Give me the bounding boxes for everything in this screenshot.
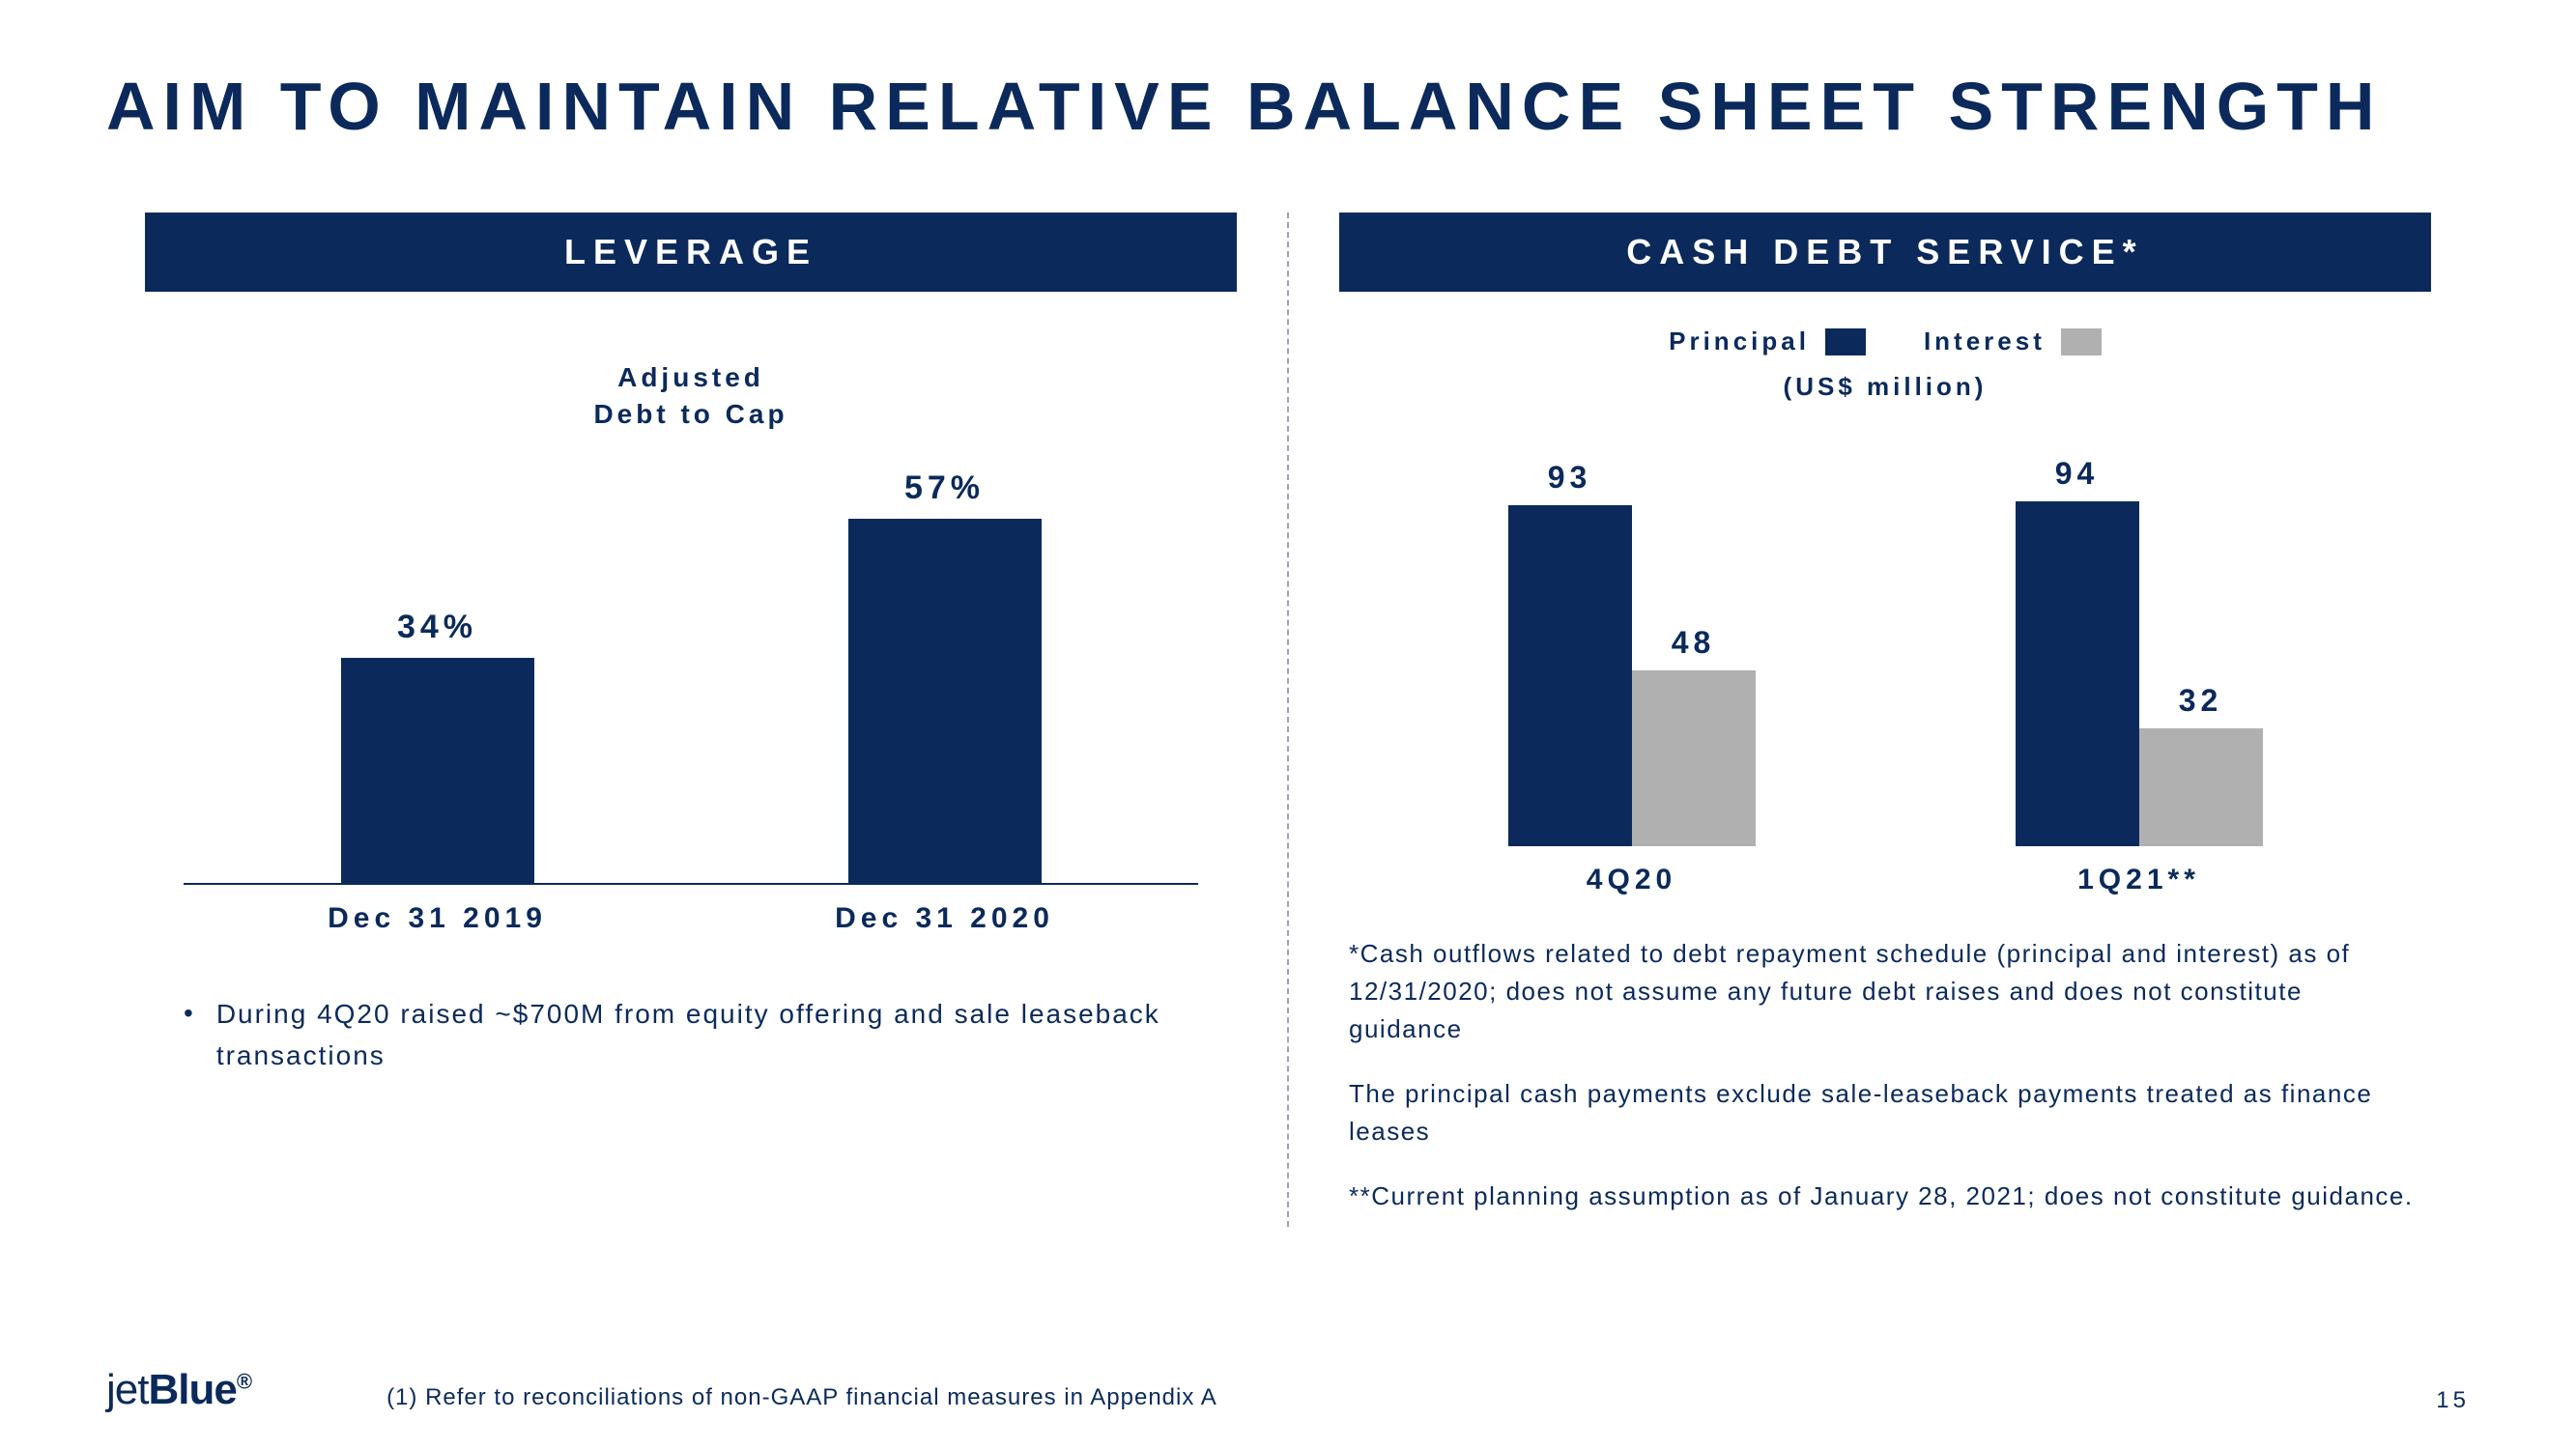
legend-swatch: [2061, 328, 2102, 355]
leverage-subtitle-line2: Debt to Cap: [593, 399, 787, 429]
leverage-banner: LEVERAGE: [145, 213, 1237, 292]
left-column: LEVERAGE Adjusted Debt to Cap 34% 57% Dec…: [106, 213, 1275, 1227]
jetblue-logo: jetBlue®: [106, 1366, 251, 1414]
leverage-bar: [341, 658, 534, 882]
page-title: AIM TO MAINTAIN RELATIVE BALANCE SHEET S…: [106, 68, 2470, 145]
leverage-subtitle-line1: Adjusted: [617, 362, 764, 392]
interest-bar: [2139, 728, 2263, 846]
cash-note: **Current planning assumption as of Janu…: [1349, 1178, 2421, 1215]
leverage-xaxis-label: Dec 31 2019: [322, 902, 554, 935]
leverage-bar-group: 34%: [322, 469, 554, 883]
legend-label: Principal: [1669, 327, 1810, 356]
interest-bar: [1632, 670, 1756, 846]
cash-bar-group: 93 48: [1487, 440, 1777, 846]
leverage-bullet: • During 4Q20 raised ~$700M from equity …: [184, 993, 1198, 1077]
cash-chart: 93 48 94 32: [1378, 440, 2392, 846]
cash-note: *Cash outflows related to debt repayment…: [1349, 935, 2421, 1048]
cash-banner: CASH DEBT SERVICE*: [1339, 213, 2431, 292]
cash-xaxis-label: 1Q21**: [1994, 864, 2284, 896]
slide: AIM TO MAINTAIN RELATIVE BALANCE SHEET S…: [0, 0, 2576, 1449]
leverage-xaxis: Dec 31 2019 Dec 31 2020: [184, 902, 1198, 935]
leverage-bar-value: 57%: [904, 469, 985, 507]
principal-bar: [2016, 501, 2139, 846]
legend-item: Principal: [1669, 327, 1866, 356]
legend-item: Interest: [1924, 327, 2102, 356]
right-column: CASH DEBT SERVICE* Principal Interest (US…: [1301, 213, 2470, 1227]
leverage-bar-group: 57%: [829, 469, 1061, 883]
principal-bar-value: 94: [2055, 456, 2100, 492]
footnote: (1) Refer to reconciliations of non-GAAP…: [386, 1381, 1217, 1414]
bullet-dot-icon: •: [184, 993, 193, 1077]
principal-bar-col: 93: [1508, 440, 1632, 846]
principal-bar-value: 93: [1548, 460, 1592, 496]
page-number: 15: [2436, 1387, 2470, 1414]
columns: LEVERAGE Adjusted Debt to Cap 34% 57% Dec…: [106, 213, 2470, 1227]
interest-bar-col: 32: [2139, 440, 2263, 846]
leverage-chart: 34% 57%: [184, 469, 1198, 885]
leverage-bar-value: 34%: [397, 609, 477, 646]
cash-note: The principal cash payments exclude sale…: [1349, 1075, 2421, 1151]
legend-swatch: [1825, 328, 1866, 355]
interest-bar-value: 32: [2179, 683, 2223, 719]
leverage-bullet-text: During 4Q20 raised ~$700M from equity of…: [216, 993, 1198, 1077]
cash-bar-group: 94 32: [1994, 440, 2284, 846]
cash-xaxis: 4Q20 1Q21**: [1378, 864, 2392, 896]
interest-bar-value: 48: [1672, 625, 1716, 661]
cash-notes: *Cash outflows related to debt repayment…: [1349, 935, 2421, 1215]
cash-xaxis-label: 4Q20: [1487, 864, 1777, 896]
cash-units: (US$ million): [1320, 372, 2450, 402]
principal-bar-col: 94: [2016, 440, 2139, 846]
column-divider: [1287, 213, 1289, 1227]
footer: jetBlue® (1) Refer to reconciliations of…: [106, 1366, 2470, 1414]
legend-label: Interest: [1924, 327, 2046, 356]
leverage-subtitle: Adjusted Debt to Cap: [126, 359, 1256, 433]
interest-bar-col: 48: [1632, 440, 1756, 846]
leverage-xaxis-label: Dec 31 2020: [829, 902, 1061, 935]
leverage-bar: [848, 519, 1042, 883]
cash-legend: Principal Interest: [1320, 327, 2450, 356]
principal-bar: [1508, 505, 1632, 846]
